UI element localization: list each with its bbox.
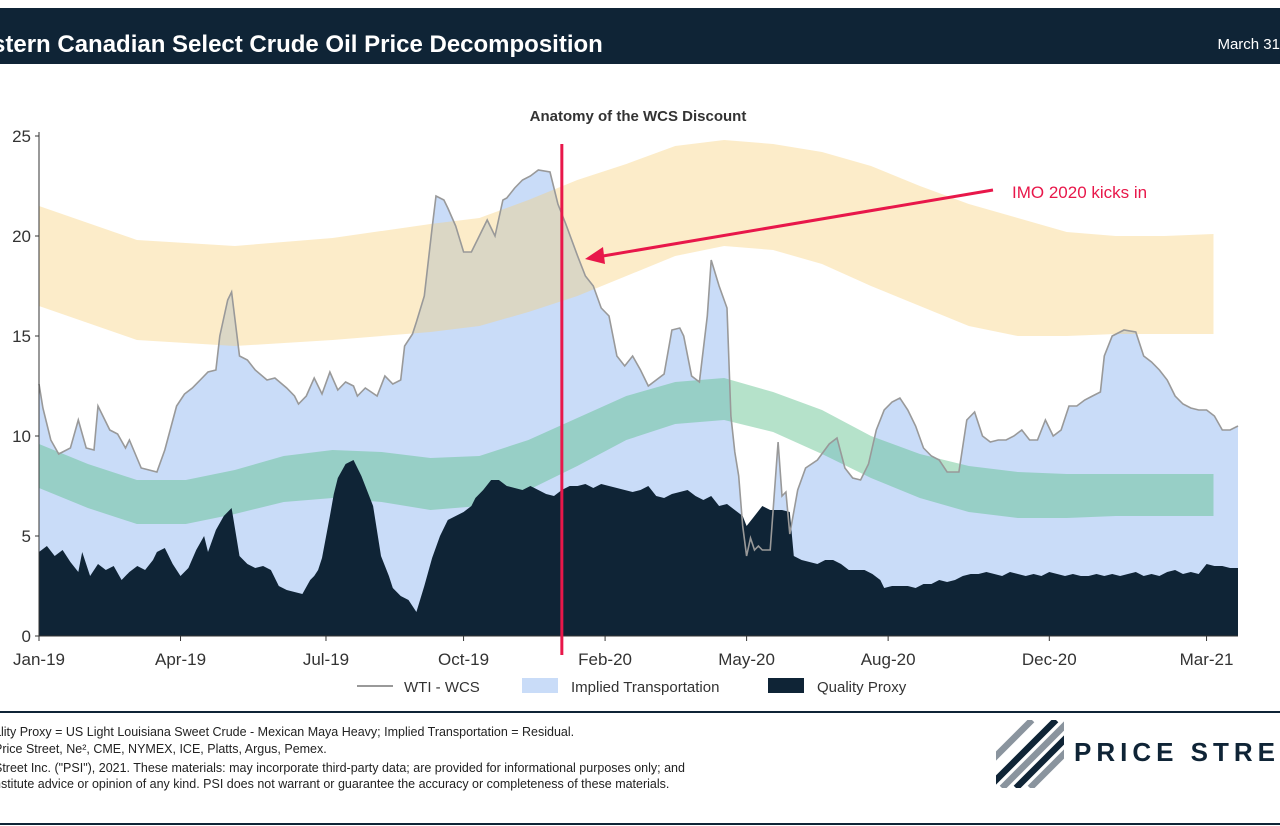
range-band-2: [39, 378, 1214, 524]
footer-note-copyright: Street Inc. ("PSI"), 2021. These materia…: [0, 761, 685, 775]
footer-note-definition: ality Proxy = US Light Louisiana Sweet C…: [0, 725, 575, 739]
x-tick-label: Oct-19: [438, 650, 489, 669]
quality-proxy-area: [39, 460, 1238, 636]
footer-note-disclaimer: nstitute advice or opinion of any kind. …: [0, 777, 670, 791]
y-tick-label: 5: [22, 527, 31, 546]
x-tick-label: Dec-20: [1022, 650, 1077, 669]
legend-label-1: WTI - WCS: [404, 679, 480, 696]
x-tick-label: May-20: [718, 650, 775, 669]
y-tick-label: 10: [12, 427, 31, 446]
annotation-arrowhead: [585, 247, 605, 264]
x-tick-label: Aug-20: [861, 650, 916, 669]
legend-label-3: Quality Proxy: [817, 679, 907, 696]
wti-wcs-line: [38, 169, 1239, 557]
x-tick-label: Jan-19: [13, 650, 65, 669]
x-tick-label: Jul-19: [303, 650, 349, 669]
logo-stripes-icon: [996, 720, 1064, 788]
annotation-arrow-shaft: [596, 188, 994, 259]
x-tick-label: Apr-19: [155, 650, 206, 669]
y-tick-label: 15: [12, 327, 31, 346]
header-bar: stern Canadian Select Crude Oil Price De…: [0, 8, 1280, 64]
page-title: stern Canadian Select Crude Oil Price De…: [0, 31, 603, 58]
annotation-label: IMO 2020 kicks in: [1012, 183, 1147, 202]
brand-logo-text: PRICE STREET: [1074, 737, 1280, 767]
footer-bottom-rule: [0, 823, 1280, 825]
x-tick-label: Feb-20: [578, 650, 632, 669]
chart: 0 5 10 15 20 25 Jan-19 Apr-19 Jul-19 Oct-19 Feb-20…: [12, 108, 1239, 696]
y-tick-label: 0: [22, 627, 31, 646]
report-date: March 31: [1217, 36, 1280, 53]
footer-divider: [0, 711, 1280, 713]
legend-swatch-3: [768, 678, 804, 693]
chart-title: Anatomy of the WCS Discount: [530, 108, 747, 125]
legend-swatch-2: [522, 678, 558, 693]
range-band-1: [39, 140, 1214, 346]
y-tick-label: 20: [12, 227, 31, 246]
legend-label-2: Implied Transportation: [571, 679, 719, 696]
y-tick-label: 25: [12, 127, 31, 146]
footer-note-sources: Price Street, Ne², CME, NYMEX, ICE, Plat…: [0, 742, 327, 756]
x-tick-label: Mar-21: [1180, 650, 1234, 669]
